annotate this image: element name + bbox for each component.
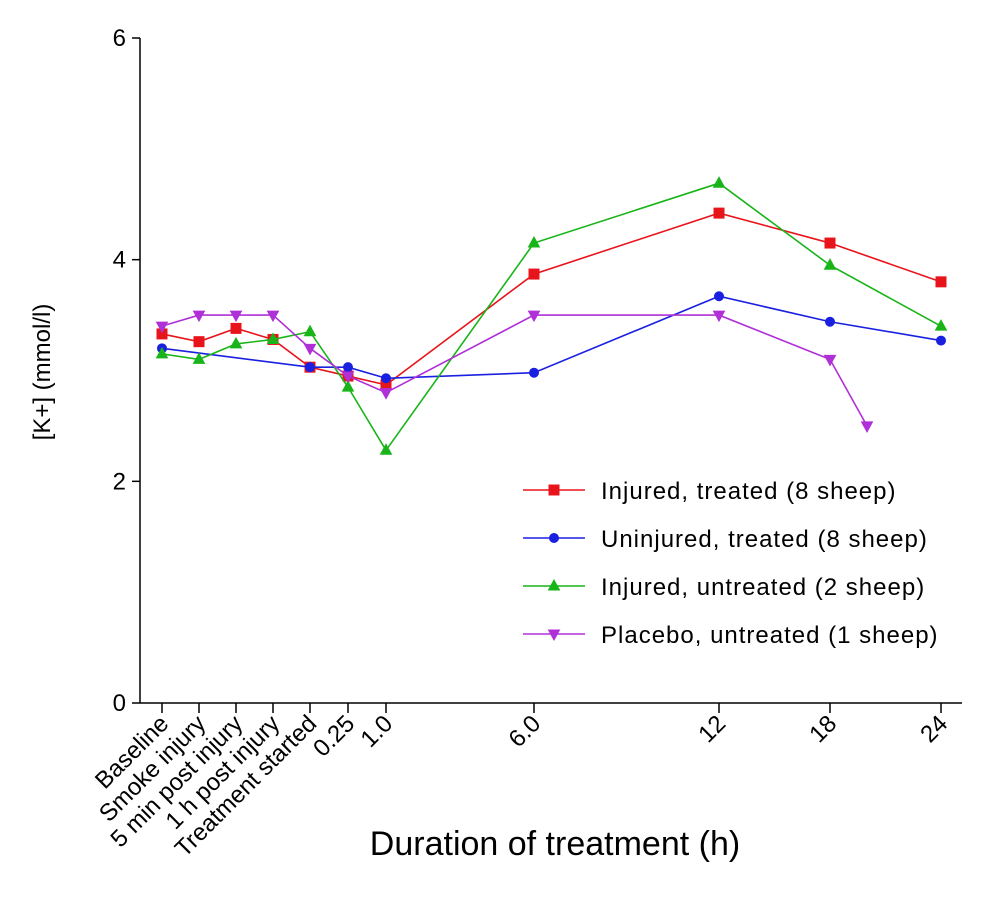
data-point	[155, 346, 169, 359]
series-layer	[155, 176, 948, 455]
data-point	[548, 484, 560, 496]
legend-item: Uninjured, treated (8 sheep)	[523, 526, 928, 553]
data-point	[712, 310, 726, 323]
x-tick-label: 12	[693, 710, 731, 748]
data-point	[528, 268, 540, 280]
data-point	[527, 310, 541, 323]
x-tick-label: 1.0	[356, 710, 399, 753]
data-point	[935, 276, 947, 288]
data-point	[192, 352, 206, 364]
data-point	[266, 310, 280, 323]
data-point	[341, 371, 355, 384]
x-axis-label: Duration of treatment (h)	[370, 825, 740, 863]
series-line	[161, 314, 868, 427]
data-point	[549, 533, 559, 543]
data-point	[529, 367, 539, 378]
legend-item: Injured, untreated (2 sheep)	[523, 574, 925, 601]
legend-label: Placebo, untreated (1 sheep)	[601, 622, 939, 649]
y-tick-label: 0	[113, 690, 126, 717]
data-point	[155, 321, 169, 334]
data-point	[824, 237, 836, 249]
series-2	[157, 291, 946, 384]
axes	[139, 38, 962, 704]
y-axis-ticks: 0 2 4 6	[113, 25, 140, 717]
series-3	[155, 176, 948, 455]
data-point	[379, 388, 393, 400]
data-point	[193, 336, 205, 348]
data-point	[229, 310, 243, 323]
data-point	[381, 373, 391, 384]
legend-label: Injured, untreated (2 sheep)	[601, 574, 925, 601]
y-tick-label: 4	[113, 247, 126, 274]
x-tick-label: 6.0	[504, 710, 547, 753]
y-tick-label: 2	[113, 468, 126, 495]
series-line	[161, 295, 942, 380]
y-tick-label: 6	[113, 25, 126, 52]
legend: Injured, treated (8 sheep) Uninjured, tre…	[523, 478, 939, 649]
y-axis-label: [K+] (mmol/l)	[29, 304, 56, 441]
data-point	[527, 236, 541, 248]
data-point	[936, 335, 946, 346]
legend-label: Injured, treated (8 sheep)	[601, 478, 897, 505]
data-point	[303, 324, 317, 337]
data-point	[192, 310, 206, 323]
series-line	[161, 182, 942, 452]
data-point	[547, 629, 561, 642]
x-tick-label: 18	[804, 710, 842, 748]
data-point	[379, 443, 393, 455]
data-point	[860, 421, 874, 433]
x-tick-label: 24	[915, 710, 953, 748]
data-point	[712, 176, 726, 188]
data-point	[713, 207, 725, 219]
legend-label: Uninjured, treated (8 sheep)	[601, 526, 928, 553]
data-point	[823, 258, 837, 270]
data-point	[825, 316, 835, 327]
data-point	[934, 319, 948, 331]
series-line	[161, 212, 942, 386]
x-tick-label: 0.25	[308, 710, 360, 762]
legend-item: Placebo, untreated (1 sheep)	[523, 622, 939, 649]
data-point	[303, 343, 317, 356]
data-point	[547, 578, 561, 591]
data-point	[230, 322, 242, 334]
legend-item: Injured, treated (8 sheep)	[523, 478, 897, 505]
data-point	[343, 362, 353, 373]
data-point	[823, 354, 837, 367]
data-point	[266, 332, 280, 344]
data-point	[714, 291, 724, 302]
data-point	[229, 336, 243, 349]
data-point	[341, 380, 355, 392]
series-4	[155, 310, 874, 433]
data-point	[305, 362, 315, 373]
